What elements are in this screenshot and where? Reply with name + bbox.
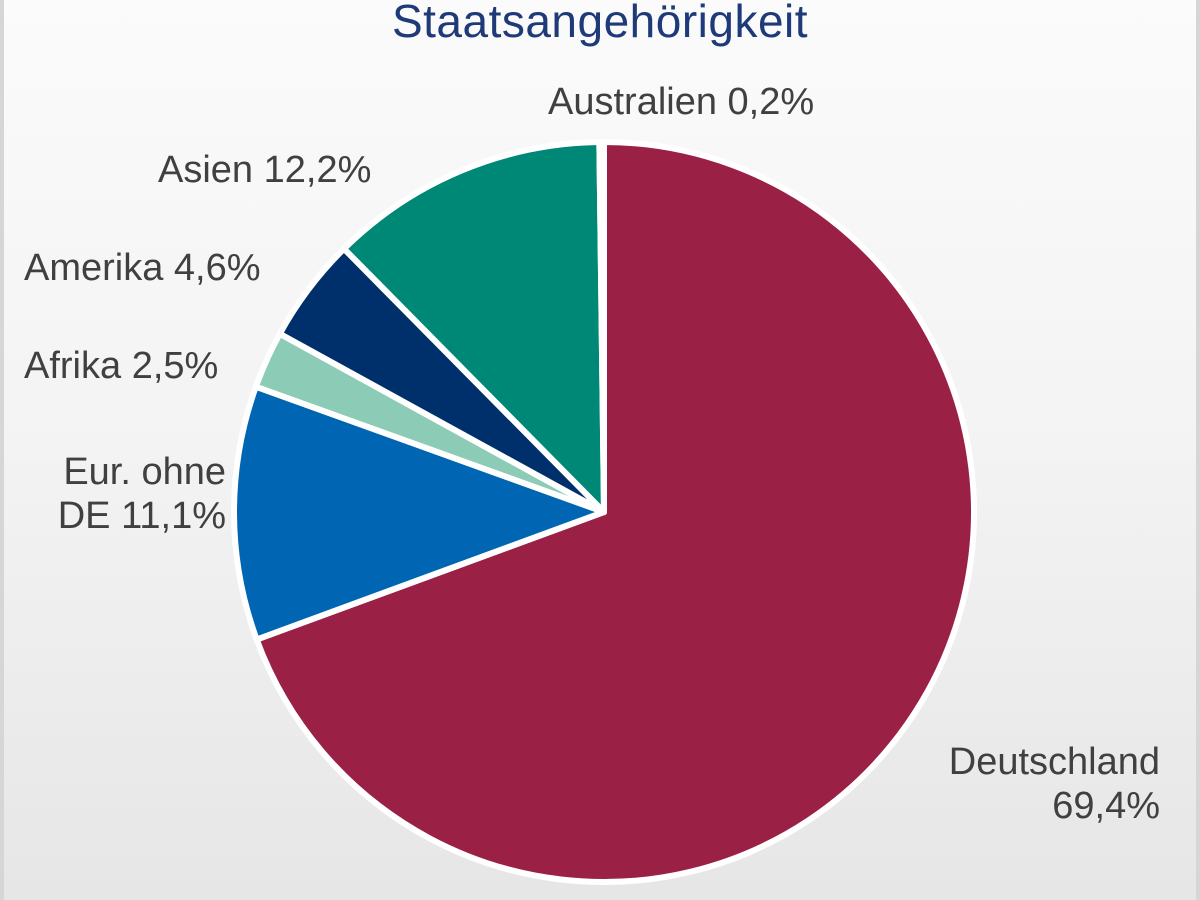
pie-slice-australien [596,138,607,515]
label-amerika: Amerika 4,6% [24,247,261,289]
pie-slice-eur-ohne-de [231,383,607,643]
label-asien: Asien 12,2% [158,149,372,191]
label-europa-line1: Eur. ohne [63,451,226,493]
label-australien: Australien 0,2% [548,81,815,123]
label-deutschland-line2: 69,4% [1052,785,1160,827]
chart-title: Staatsangehörigkeit [391,0,809,47]
label-deutschland: Deutschland 69,4% [904,740,1160,828]
pie-slice-deutschland [253,139,977,885]
label-europa: Eur. ohne DE 11,1% [34,450,226,538]
label-afrika: Afrika 2,5% [24,345,219,387]
label-deutschland-line1: Deutschland [948,741,1160,783]
pie-slice-asien [341,139,607,515]
pie-chart [231,138,977,885]
label-europa-line2: DE 11,1% [57,495,226,537]
